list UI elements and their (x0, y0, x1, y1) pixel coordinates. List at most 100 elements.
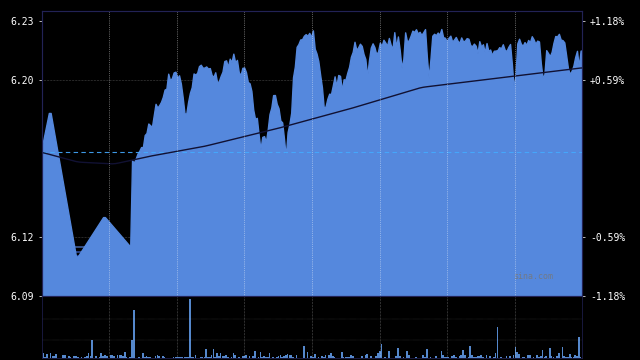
Bar (68, 356, 70, 358)
Bar (562, 347, 563, 358)
Bar (54, 356, 55, 358)
Bar (542, 350, 543, 358)
Bar (490, 356, 491, 358)
Bar (403, 357, 404, 358)
Bar (500, 357, 502, 358)
Bar (198, 357, 200, 358)
Bar (88, 353, 90, 358)
Bar (131, 341, 133, 358)
Bar (527, 355, 529, 358)
Bar (497, 327, 498, 358)
Bar (368, 357, 370, 358)
Bar (72, 357, 73, 358)
Bar (144, 356, 145, 358)
Bar (379, 351, 381, 358)
Bar (346, 356, 348, 358)
Bar (532, 357, 534, 358)
Bar (188, 357, 189, 358)
Bar (124, 352, 125, 358)
Bar (287, 354, 289, 358)
Bar (365, 355, 366, 358)
Bar (493, 357, 495, 358)
Bar (553, 357, 554, 358)
Bar (549, 347, 550, 358)
Bar (475, 357, 477, 358)
Bar (70, 357, 71, 358)
Bar (399, 356, 401, 358)
Bar (86, 356, 88, 358)
Bar (397, 348, 399, 358)
Bar (100, 353, 102, 358)
Bar (326, 357, 328, 358)
Bar (189, 299, 191, 358)
Bar (184, 357, 186, 358)
Bar (495, 353, 497, 358)
Bar (429, 357, 431, 358)
Bar (307, 352, 308, 358)
Bar (223, 356, 225, 358)
Bar (324, 355, 326, 358)
Bar (560, 357, 561, 358)
Bar (230, 357, 232, 358)
Bar (453, 355, 455, 358)
Bar (446, 357, 447, 358)
Bar (260, 352, 261, 358)
Bar (459, 356, 460, 358)
Bar (516, 352, 518, 358)
Bar (488, 357, 489, 358)
Bar (328, 355, 330, 358)
Bar (83, 357, 84, 358)
Bar (558, 353, 560, 358)
Bar (229, 357, 230, 358)
Bar (317, 357, 319, 358)
Bar (216, 354, 218, 358)
Bar (376, 356, 377, 358)
Bar (310, 356, 312, 358)
Bar (406, 351, 408, 358)
Bar (408, 355, 410, 358)
Bar (193, 357, 195, 358)
Bar (138, 357, 140, 358)
Bar (366, 354, 368, 358)
Bar (74, 356, 75, 358)
Bar (209, 357, 211, 358)
Bar (173, 356, 175, 358)
Bar (426, 349, 428, 358)
Bar (214, 357, 216, 358)
Bar (204, 357, 205, 358)
Bar (262, 357, 263, 358)
Bar (477, 356, 478, 358)
Bar (444, 357, 445, 358)
Bar (323, 357, 324, 358)
Bar (470, 346, 471, 358)
Bar (59, 357, 61, 358)
Bar (252, 356, 254, 358)
Bar (50, 353, 51, 358)
Bar (175, 357, 176, 358)
Bar (486, 355, 487, 358)
Bar (316, 357, 317, 358)
Bar (569, 354, 570, 358)
Bar (254, 351, 256, 358)
Bar (280, 355, 281, 358)
Bar (158, 356, 160, 358)
Bar (571, 357, 572, 358)
Bar (455, 357, 456, 358)
Bar (84, 357, 86, 358)
Bar (350, 355, 352, 358)
Bar (195, 355, 196, 358)
Bar (404, 357, 406, 358)
Bar (278, 356, 279, 358)
Bar (471, 355, 473, 358)
Bar (238, 357, 239, 358)
Bar (345, 357, 346, 358)
Bar (536, 355, 538, 358)
Bar (269, 353, 270, 358)
Bar (99, 357, 100, 358)
Bar (46, 354, 48, 358)
Bar (524, 357, 525, 358)
Bar (361, 356, 362, 358)
Bar (122, 356, 124, 358)
Bar (191, 357, 193, 358)
Bar (576, 356, 578, 358)
